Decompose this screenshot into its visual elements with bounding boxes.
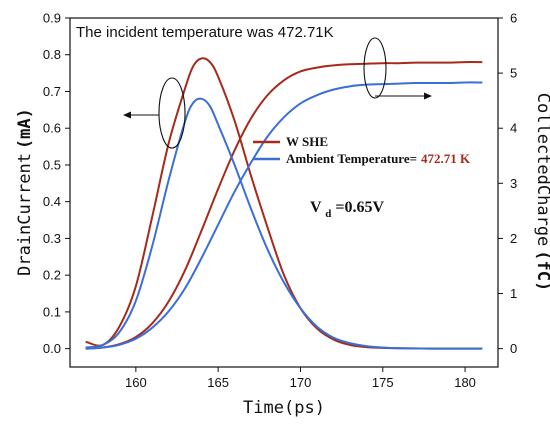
legend-label-ambient-value: 472.71 K — [421, 151, 471, 166]
legend-label-ambient-text: Ambient Temperature= — [286, 151, 417, 166]
y-left-tick-label: 0.9 — [43, 11, 61, 26]
y-right-tick-label: 4 — [510, 121, 517, 136]
vd-prefix: V — [310, 199, 322, 216]
y-left-tick-label: 0.0 — [43, 341, 61, 356]
series-layer — [85, 57, 483, 350]
svg-text:DrainCurrent (mA): DrainCurrent (mA) — [15, 108, 35, 276]
y-right-tick-label: 1 — [510, 286, 517, 301]
y-left-tick-label: 0.2 — [43, 268, 61, 283]
y-right-axis-title: CollectedCharge (fC) — [533, 93, 550, 291]
series-line-w-she-current — [85, 57, 483, 350]
y-right-tick-label: 2 — [510, 231, 517, 246]
left-axis-marker-ellipse — [158, 77, 186, 149]
y-right-axis-title-unit: (fC) — [533, 250, 550, 291]
x-tick-label: 170 — [290, 375, 312, 390]
y-left-axis-title-unit: (mA) — [15, 108, 35, 149]
y-left-tick-label: 0.6 — [43, 121, 61, 136]
y-left-tick-label: 0.5 — [43, 157, 61, 172]
y-left-tick-label: 0.3 — [43, 231, 61, 246]
series-line-w-she-charge — [85, 61, 483, 350]
y-left-tick-label: 0.7 — [43, 84, 61, 99]
right-axis-arrow-head — [424, 92, 432, 100]
vd-subscript: d — [325, 208, 331, 220]
right-axis-marker-ellipse — [363, 37, 387, 99]
y-left-tick-label: 0.4 — [43, 194, 61, 209]
vd-annotation: V d =0.65V — [310, 199, 385, 221]
y-right-tick-label: 0 — [510, 341, 517, 356]
y-left-axis-title-main: DrainCurrent — [15, 153, 35, 276]
chart-annotation: The incident temperature was 472.71K — [76, 24, 334, 41]
y-left-axis-title: DrainCurrent (mA) — [15, 108, 35, 276]
y-right-tick-label: 3 — [510, 176, 517, 191]
y-left-tick-label: 0.8 — [43, 47, 61, 62]
legend-label-w-she: W SHE — [286, 134, 328, 149]
left-axis-arrow-head — [123, 111, 131, 119]
series-line-ambient-charge — [85, 81, 483, 350]
x-tick-label: 160 — [125, 375, 147, 390]
svg-text:CollectedCharge (fC): CollectedCharge (fC) — [533, 93, 550, 291]
x-tick-label: 175 — [372, 375, 394, 390]
y-left-tick-label: 0.1 — [43, 304, 61, 319]
x-tick-label: 180 — [454, 375, 476, 390]
series-line-ambient-current — [85, 97, 483, 350]
x-tick-label: 165 — [207, 375, 229, 390]
ticks-layer: 160 165 170 175 1800.00.10.20.30.40.50.60.70… — [43, 11, 517, 391]
y-right-axis-title-main: CollectedCharge — [533, 93, 550, 247]
y-right-tick-label: 6 — [510, 11, 517, 26]
x-axis-title: Time(ps) — [243, 398, 325, 418]
legend-label-ambient: Ambient Temperature= 472.71 K — [286, 150, 471, 167]
plot-frame — [69, 17, 499, 368]
y-right-tick-label: 5 — [510, 66, 517, 81]
legend: W SHE Ambient Temperature= 472.71 K — [253, 134, 471, 167]
vd-value: =0.65V — [335, 199, 384, 216]
